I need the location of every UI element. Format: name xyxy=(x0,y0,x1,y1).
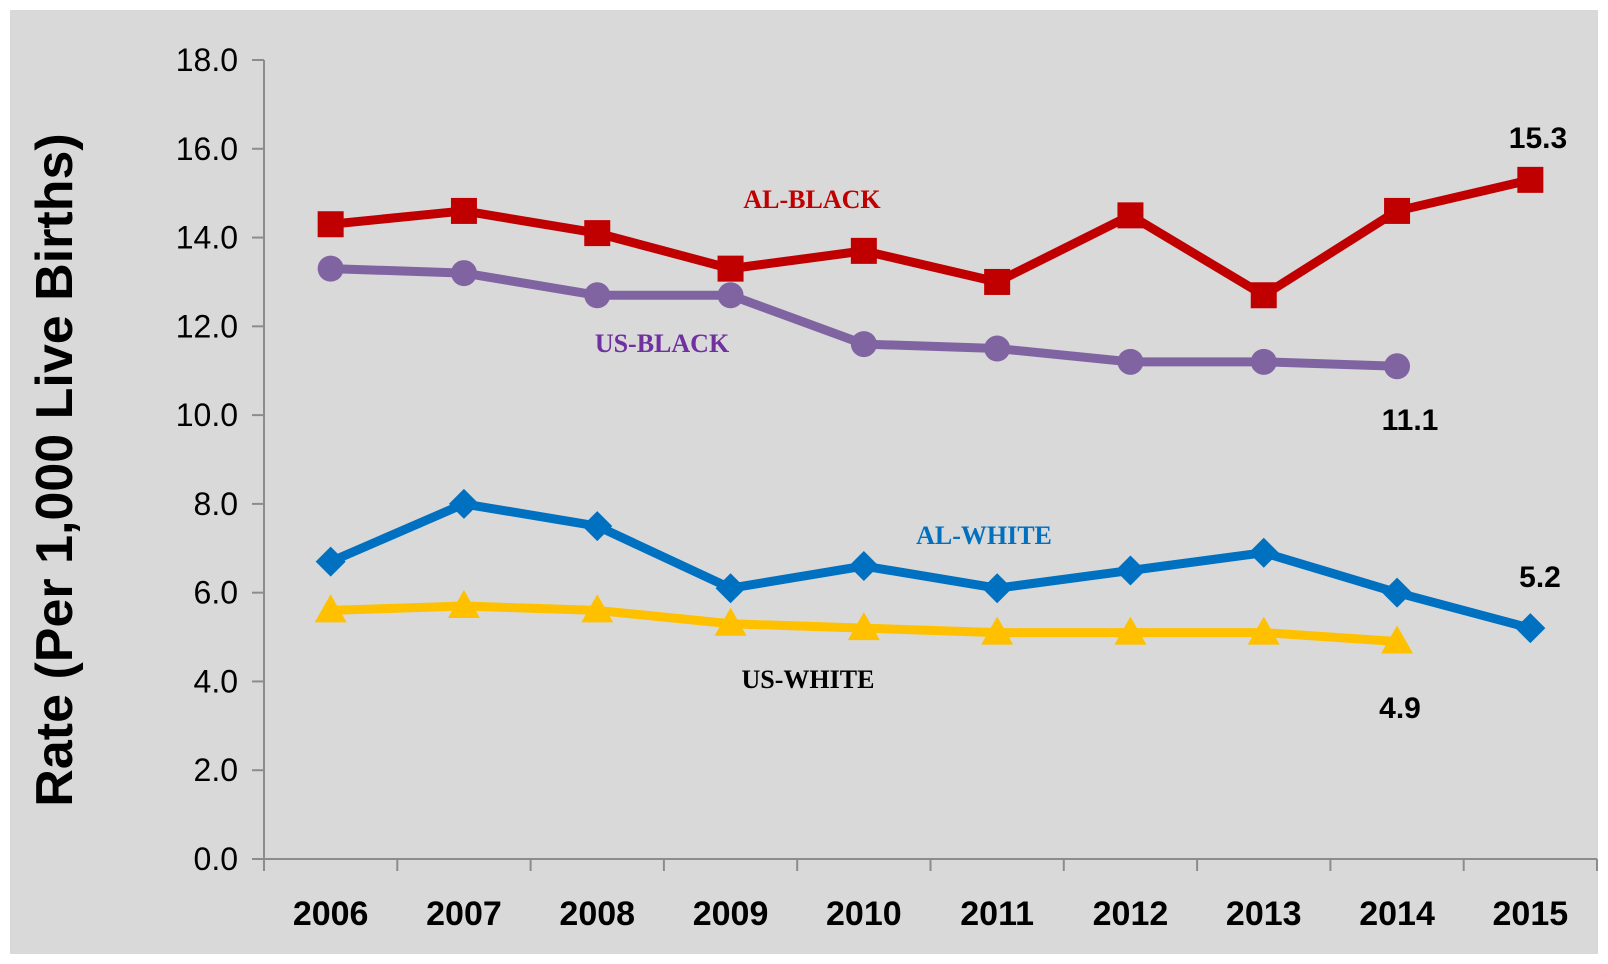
marker-al-white xyxy=(448,488,479,519)
end-value-us-white: 4.9 xyxy=(1379,692,1421,725)
marker-us-white xyxy=(1247,616,1280,645)
x-tick-label: 2009 xyxy=(693,895,769,933)
y-tick-label: 14.0 xyxy=(176,220,238,256)
marker-al-white xyxy=(315,546,346,577)
marker-us-white xyxy=(581,594,614,623)
marker-us-white xyxy=(981,616,1014,645)
series-markers xyxy=(314,166,1546,654)
marker-al-white xyxy=(1382,577,1413,608)
marker-al-black xyxy=(1517,166,1544,193)
marker-al-white xyxy=(582,511,613,542)
marker-al-black xyxy=(850,237,877,264)
marker-al-white xyxy=(1248,537,1279,568)
series-line-al-black xyxy=(326,175,1535,300)
x-tick-label: 2008 xyxy=(559,895,635,933)
end-value-us-black: 11.1 xyxy=(1382,404,1439,437)
marker-us-black xyxy=(584,282,611,309)
y-tick-label: 0.0 xyxy=(194,841,238,877)
marker-us-white xyxy=(847,612,880,641)
marker-al-black xyxy=(984,268,1011,295)
marker-us-black xyxy=(1384,353,1411,380)
marker-al-black xyxy=(584,220,611,247)
marker-al-black xyxy=(1250,282,1277,309)
series-label-us-black: US-BLACK xyxy=(595,329,730,358)
y-tick-label: 8.0 xyxy=(194,486,238,522)
marker-us-black xyxy=(984,335,1011,362)
x-tick-label: 2015 xyxy=(1493,895,1569,933)
series-label-al-black: AL-BLACK xyxy=(743,185,881,214)
marker-us-black xyxy=(450,260,477,287)
end-value-al-black: 15.3 xyxy=(1509,122,1567,155)
marker-us-white xyxy=(1381,625,1414,654)
x-tick-label: 2012 xyxy=(1093,895,1169,933)
marker-al-white xyxy=(1515,613,1546,644)
marker-al-black xyxy=(717,255,744,282)
y-tick-label: 10.0 xyxy=(176,397,238,433)
x-tick-label: 2014 xyxy=(1359,895,1435,933)
axes: 0.0 2.0 4.0 6.0 8.0 10.0 12.0 14.0 16.0 18.0 2006 2… xyxy=(176,42,1598,933)
marker-us-black xyxy=(1250,348,1277,375)
series-label-al-white: AL-WHITE xyxy=(916,521,1052,550)
marker-al-black xyxy=(1117,202,1144,229)
chart-background xyxy=(10,10,1598,954)
x-tick-label: 2007 xyxy=(426,895,502,933)
marker-al-black xyxy=(450,197,477,224)
marker-al-white xyxy=(715,573,746,604)
marker-al-black xyxy=(1384,197,1411,224)
y-tick-label: 2.0 xyxy=(194,752,238,788)
marker-us-white xyxy=(447,589,480,618)
y-tick-label: 6.0 xyxy=(194,575,238,611)
marker-us-white xyxy=(1114,616,1147,645)
series-label-us-white: US-WHITE xyxy=(742,665,875,694)
series-line-al-white xyxy=(326,499,1535,633)
marker-us-white xyxy=(314,594,347,623)
x-tick-label: 2013 xyxy=(1226,895,1302,933)
marker-al-white xyxy=(1115,555,1146,586)
y-tick-label: 18.0 xyxy=(176,42,238,78)
marker-us-white xyxy=(714,607,747,636)
x-tick-label: 2006 xyxy=(293,895,369,933)
y-tick-label: 4.0 xyxy=(194,663,238,699)
marker-al-black xyxy=(317,211,344,238)
end-value-al-white: 5.2 xyxy=(1519,561,1561,594)
marker-us-black xyxy=(317,255,344,282)
marker-al-white xyxy=(982,573,1013,604)
y-tick-label: 12.0 xyxy=(176,308,238,344)
marker-us-black xyxy=(717,282,744,309)
y-axis-title: Rate (Per 1,000 Live Births) xyxy=(26,133,84,806)
x-tick-label: 2010 xyxy=(826,895,902,933)
marker-al-white xyxy=(848,551,879,582)
marker-us-black xyxy=(1117,348,1144,375)
marker-us-black xyxy=(850,331,877,358)
x-tick-label: 2011 xyxy=(960,895,1034,933)
y-tick-label: 16.0 xyxy=(176,131,238,167)
